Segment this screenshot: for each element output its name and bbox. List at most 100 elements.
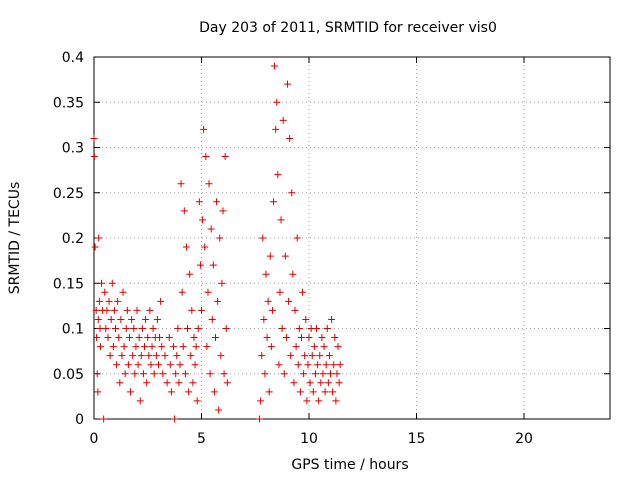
data-point: [294, 361, 302, 369]
data-point: [317, 379, 325, 387]
data-point: [267, 343, 275, 351]
data-point: [320, 343, 328, 351]
data-point: [148, 343, 156, 351]
data-point: [158, 343, 166, 351]
data-point: [292, 343, 300, 351]
y-tick-label: 0.1: [62, 322, 84, 338]
data-point: [175, 379, 183, 387]
data-point: [152, 352, 160, 360]
y-tick-label: 0.15: [53, 276, 84, 292]
data-point: [107, 315, 115, 323]
data-point: [321, 388, 329, 396]
x-tick-label: 5: [197, 431, 206, 447]
data-point: [101, 288, 109, 296]
data-point: [286, 134, 294, 142]
data-point: [166, 361, 174, 369]
data-point: [299, 288, 307, 296]
data-point: [288, 189, 296, 197]
data-point: [322, 361, 330, 369]
data-point: [135, 334, 143, 342]
data-point: [144, 334, 152, 342]
data-point: [153, 315, 161, 323]
x-axis-label: GPS time / hours: [291, 457, 408, 473]
data-point: [186, 270, 194, 278]
data-point: [94, 388, 102, 396]
data-point: [310, 343, 318, 351]
data-point: [184, 325, 192, 332]
data-point: [155, 361, 162, 369]
data-point: [309, 388, 317, 396]
data-point: [281, 252, 289, 260]
data-point: [260, 315, 268, 323]
data-point: [274, 171, 282, 179]
data-point: [191, 361, 199, 369]
data-point: [179, 343, 187, 351]
data-point: [190, 334, 198, 342]
data-point: [216, 234, 224, 242]
x-tick-label: 20: [515, 431, 533, 447]
data-point: [96, 343, 104, 351]
data-point: [170, 343, 178, 351]
data-point: [189, 379, 197, 387]
data-point: [131, 370, 139, 378]
data-point: [112, 325, 119, 332]
data-point: [90, 153, 98, 161]
data-point: [296, 388, 304, 396]
data-point: [295, 325, 303, 332]
y-tick-label: 0.3: [62, 141, 84, 157]
x-tick-label: 15: [408, 431, 426, 447]
data-point: [264, 297, 272, 305]
data-point: [261, 370, 269, 378]
data-point: [122, 325, 130, 332]
data-point: [192, 343, 200, 351]
data-point: [304, 361, 312, 369]
data-point: [323, 325, 331, 332]
data-point: [205, 180, 213, 188]
y-axis: 0 0.05 0.1 0.15 0.2 0.25 0.3 0.35 0.4: [53, 50, 610, 428]
data-point: [318, 334, 326, 342]
data-point: [334, 343, 342, 351]
data-point: [129, 352, 137, 360]
data-point: [314, 361, 322, 369]
data-point: [125, 334, 133, 342]
y-tick-label: 0.35: [53, 95, 84, 111]
data-point: [213, 198, 221, 206]
data-point: [218, 279, 226, 287]
data-point: [209, 261, 217, 269]
data-point: [116, 379, 124, 387]
data-point: [219, 207, 227, 215]
x-axis: 0 5 10 15 20: [90, 57, 533, 447]
data-point: [149, 325, 157, 332]
data-point: [263, 334, 271, 342]
data-point: [222, 325, 230, 332]
data-point: [167, 388, 175, 396]
data-point: [262, 270, 270, 278]
data-points: [90, 62, 344, 423]
data-point: [163, 379, 171, 387]
data-point: [206, 370, 214, 378]
data-point: [185, 388, 193, 396]
data-point: [280, 370, 288, 378]
data-point: [200, 125, 208, 133]
data-point: [161, 352, 169, 360]
data-point: [306, 379, 314, 387]
data-point: [100, 415, 108, 423]
data-point: [266, 252, 274, 260]
data-point: [102, 325, 110, 332]
data-point: [119, 288, 127, 296]
data-point: [104, 334, 112, 342]
data-point: [277, 216, 285, 224]
data-point: [208, 315, 216, 323]
data-point: [94, 315, 102, 323]
data-point: [330, 361, 338, 369]
chart-title: Day 203 of 2011, SRMTID for receiver vis…: [199, 20, 497, 36]
data-point: [118, 352, 126, 360]
data-point: [113, 361, 121, 369]
data-point: [156, 334, 164, 342]
data-point: [159, 370, 167, 378]
data-point: [211, 334, 219, 342]
data-point: [328, 315, 336, 323]
data-point: [150, 370, 158, 378]
data-point: [176, 361, 184, 369]
data-point: [180, 207, 188, 215]
